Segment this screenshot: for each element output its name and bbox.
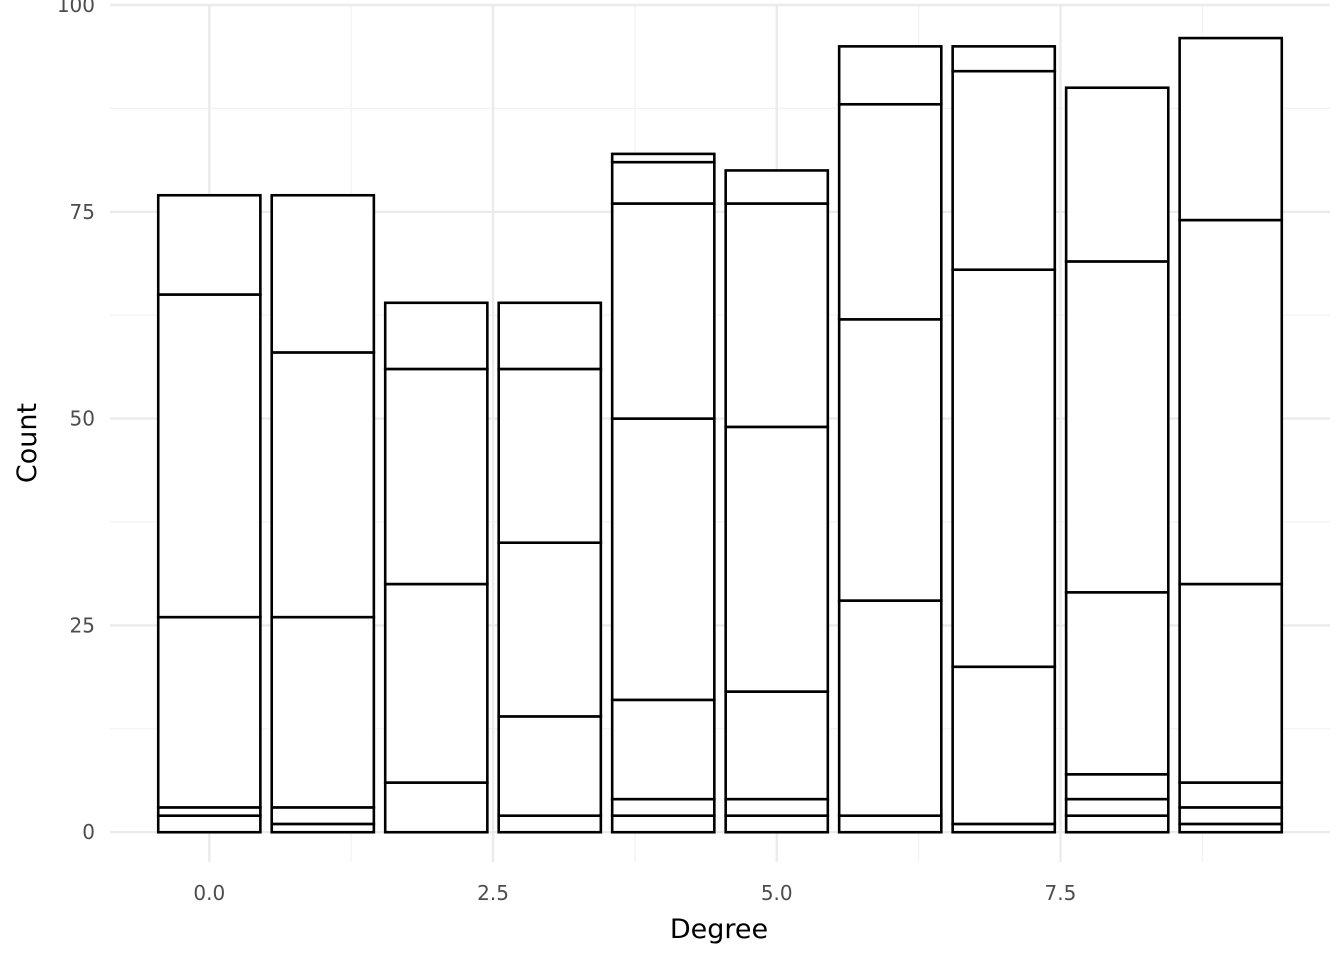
bar-segment bbox=[724, 169, 830, 205]
bar-segment bbox=[383, 781, 489, 834]
bar-segment bbox=[837, 599, 943, 817]
bars bbox=[156, 36, 1284, 834]
x-tick-labels: 0.0 2.5 5.0 7.5 bbox=[193, 881, 1076, 905]
bar-segment bbox=[1064, 591, 1170, 776]
bar-segment bbox=[1064, 773, 1170, 801]
bar-segment bbox=[1064, 797, 1170, 817]
bar-segment bbox=[497, 541, 603, 718]
bar-segment bbox=[497, 814, 603, 834]
y-tick-label: 25 bbox=[70, 613, 95, 637]
y-tick-labels: 0 25 50 75 100 bbox=[57, 0, 95, 844]
bar-segment bbox=[1178, 582, 1284, 784]
bar-segment bbox=[270, 806, 376, 826]
bar-segment bbox=[837, 102, 943, 321]
x-tick-label: 0.0 bbox=[193, 881, 225, 905]
bar-segment bbox=[610, 202, 716, 420]
bar-segment bbox=[270, 193, 376, 354]
bar-segment bbox=[1178, 781, 1284, 809]
y-tick-label: 0 bbox=[82, 820, 95, 844]
y-tick-label: 50 bbox=[70, 407, 95, 431]
bar-segment bbox=[1064, 86, 1170, 263]
bar-segment bbox=[383, 301, 489, 371]
bar-segment bbox=[837, 45, 943, 106]
bar-segment bbox=[383, 367, 489, 586]
bar-segment bbox=[1178, 218, 1284, 586]
bar-segment bbox=[156, 293, 262, 619]
bar-segment bbox=[951, 69, 1057, 272]
bar-segment bbox=[724, 797, 830, 817]
bar-segment bbox=[497, 715, 603, 817]
bar-segment bbox=[724, 690, 830, 801]
x-tick-label: 7.5 bbox=[1045, 881, 1077, 905]
bar-segment bbox=[610, 797, 716, 817]
bar-segment bbox=[497, 301, 603, 371]
bar-segment bbox=[951, 268, 1057, 669]
bar-segment bbox=[156, 193, 262, 296]
bar-segment bbox=[156, 615, 262, 809]
bar-segment bbox=[610, 152, 716, 164]
bar-segment bbox=[270, 615, 376, 809]
bar-segment bbox=[1064, 260, 1170, 594]
bar-segment bbox=[156, 814, 262, 834]
bar-segment bbox=[383, 582, 489, 784]
bar-segment bbox=[610, 814, 716, 834]
bar-segment bbox=[270, 351, 376, 619]
bar-segment bbox=[951, 45, 1057, 73]
bar-segment bbox=[1178, 806, 1284, 826]
bar-segment bbox=[951, 665, 1057, 826]
x-tick-label: 2.5 bbox=[477, 881, 509, 905]
bar-segment bbox=[610, 417, 716, 702]
x-tick-label: 5.0 bbox=[761, 881, 793, 905]
y-tick-label: 75 bbox=[70, 200, 95, 224]
bar-segment bbox=[837, 814, 943, 834]
y-axis-title: Count bbox=[12, 403, 43, 483]
bar-segment bbox=[724, 814, 830, 834]
bar-segment bbox=[1178, 36, 1284, 222]
bar-segment bbox=[1064, 814, 1170, 834]
bar-segment bbox=[724, 425, 830, 693]
bar-segment bbox=[724, 202, 830, 429]
bar-segment bbox=[497, 367, 603, 544]
bar-segment bbox=[610, 698, 716, 801]
x-axis-title: Degree bbox=[670, 914, 768, 945]
y-tick-label: 100 bbox=[57, 0, 95, 17]
bar-segment bbox=[837, 318, 943, 602]
bar-segment bbox=[610, 160, 716, 205]
